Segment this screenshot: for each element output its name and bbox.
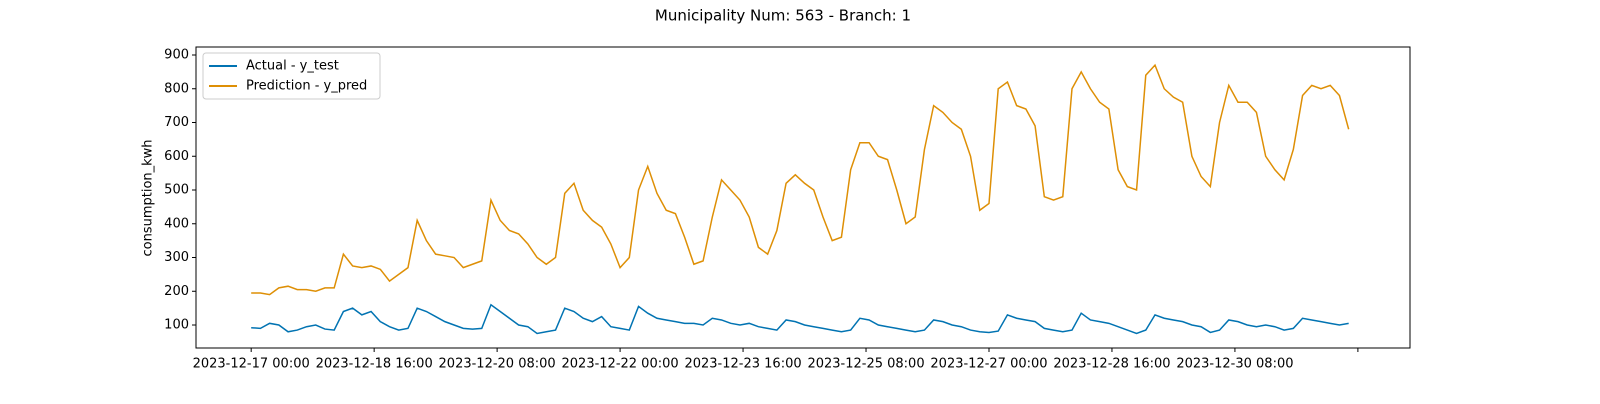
y-tick-label: 200 [164, 284, 189, 299]
series-line [251, 303, 1349, 335]
x-tick-label: 2023-12-27 00:00 [930, 357, 1047, 372]
x-tick-label: 2023-12-23 16:00 [684, 357, 801, 372]
x-tick-label: 2023-12-20 08:00 [439, 357, 556, 372]
plot-frame [195, 46, 1411, 349]
y-tick-label: 300 [164, 250, 189, 265]
chart-title: Municipality Num: 563 - Branch: 1 [655, 7, 911, 25]
y-tick-label: 700 [164, 115, 189, 130]
legend-box [202, 52, 381, 100]
y-tick-label: 100 [164, 318, 189, 333]
x-tick-label: 2023-12-18 16:00 [316, 357, 433, 372]
y-tick-label: 800 [164, 81, 189, 96]
y-tick-label: 400 [164, 216, 189, 231]
series-line [251, 63, 1350, 296]
y-tick-label: 900 [164, 47, 189, 62]
x-tick-label: 2023-12-17 00:00 [193, 357, 310, 372]
legend-label: Actual - y_test [246, 59, 339, 74]
x-tick-label: 2023-12-25 08:00 [807, 357, 924, 372]
x-tick-label: 2023-12-30 08:00 [1176, 357, 1293, 372]
x-tick-label: 2023-12-28 16:00 [1053, 357, 1170, 372]
y-axis-label: consumption_kwh [141, 139, 156, 256]
legend-label: Prediction - y_pred [246, 79, 367, 94]
y-tick-label: 600 [164, 149, 189, 164]
x-tick-label: 2023-12-22 00:00 [562, 357, 679, 372]
y-tick-label: 500 [164, 183, 189, 198]
